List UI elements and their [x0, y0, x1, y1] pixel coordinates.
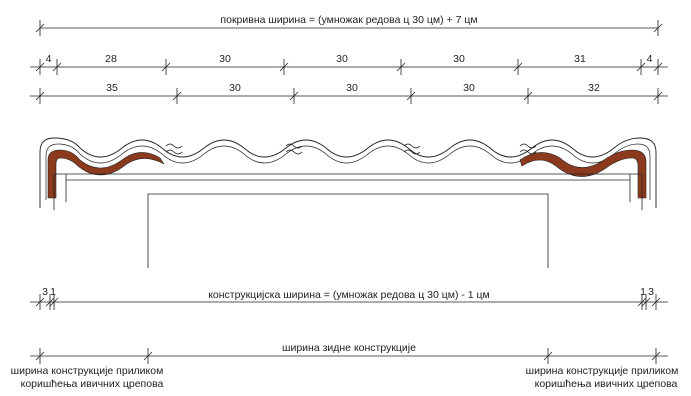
total-width-label: покривна ширина = (умножак редова ц 30 ц…: [220, 14, 477, 26]
row1-seg-7: 4: [647, 53, 653, 65]
row1-dimension-line: [30, 59, 668, 75]
wall-structure: [148, 194, 548, 268]
construction-left-mark-3: 3: [42, 286, 48, 298]
row2-seg-1: 35: [106, 82, 118, 94]
wall-dimension-line: [30, 348, 668, 364]
clip-3: [404, 144, 420, 154]
row2-seg-3: 30: [346, 82, 358, 94]
clip-4: [520, 144, 536, 154]
row2-dimension-line: [30, 88, 668, 104]
construction-left-mark-1: 1: [50, 286, 56, 298]
row1-seg-5: 30: [453, 53, 465, 65]
clip-1: [166, 144, 182, 154]
construction-right-mark-3: 3: [648, 286, 654, 298]
construction-dimension-line: [30, 294, 668, 310]
total-width-dimension: [36, 20, 662, 36]
batten: [54, 174, 642, 210]
clip-2: [286, 144, 302, 154]
edge-note-right-line1: ширина конструкције приликом: [526, 365, 679, 377]
row2-seg-5: 32: [588, 82, 600, 94]
roof-tiles: [40, 138, 656, 208]
row2-seg-2: 30: [229, 82, 241, 94]
row1-seg-6: 31: [574, 53, 586, 65]
row2-seg-4: 30: [463, 82, 475, 94]
wall-width-label: ширина зидне конструкције: [282, 342, 416, 354]
construction-label: конструкцијска ширина = (умножак редова …: [208, 289, 490, 301]
row1-seg-4: 30: [336, 53, 348, 65]
row1-seg-1: 4: [46, 53, 52, 65]
tile-outline-outer: [40, 138, 656, 208]
row1-seg-2: 28: [105, 53, 117, 65]
tile-outline-inner: [46, 144, 650, 200]
edge-note-right-line2: коришћења ивичних црепова: [535, 378, 678, 390]
edge-note-left-line2: коришћења ивичних црепова: [21, 378, 164, 390]
edge-note-left-line1: ширина конструкције приликом: [11, 365, 164, 377]
row1-seg-3: 30: [219, 53, 231, 65]
construction-right-mark-1: 1: [640, 286, 646, 298]
